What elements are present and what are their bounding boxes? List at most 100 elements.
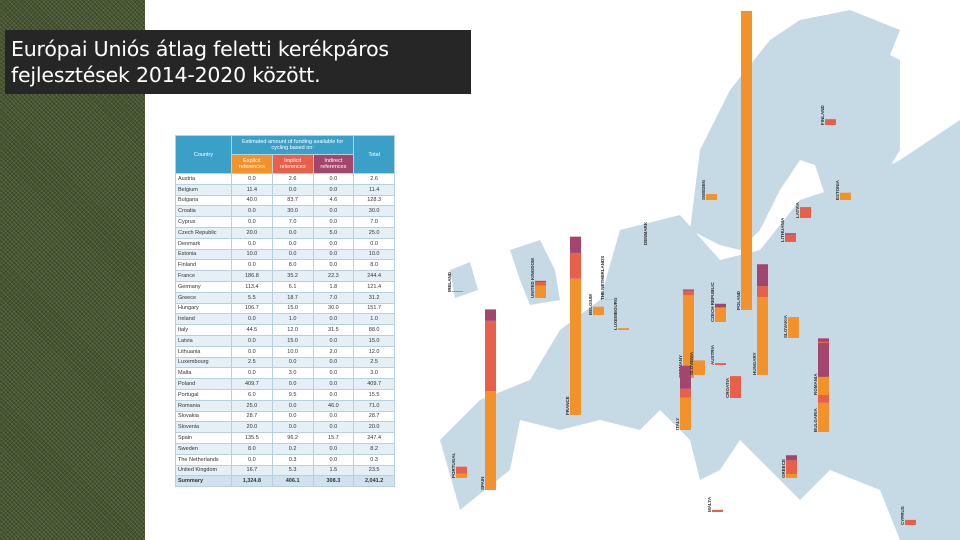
bar-segment — [683, 290, 694, 296]
cell-country: France — [175, 270, 232, 282]
cell-value: 0.0 — [231, 216, 273, 228]
cell-country: Italy — [175, 324, 232, 336]
cell-value: 6.0 — [231, 388, 273, 401]
map-label: POLAND — [736, 290, 741, 310]
table-row: Romania 25.0 0.0 46.0 71.0 — [175, 399, 395, 412]
cell-value: 409.7 — [231, 378, 273, 390]
table-row: The Netherlands 0.0 0.3 0.0 0.3 — [175, 453, 395, 466]
cell-value: 0.0 — [231, 453, 273, 466]
map-label: ITALY — [675, 418, 680, 430]
title: Európai Uniós átlag feletti kerékpáros f… — [5, 30, 471, 94]
cell-value: 5.3 — [271, 464, 314, 477]
bar-segment — [535, 280, 546, 282]
cell-value: 15.7 — [312, 432, 355, 444]
cell-value: 151.7 — [353, 302, 395, 315]
table-row: Lithuania 0.0 10.0 2.0 12.0 — [175, 345, 395, 358]
table-row: Portugal 6.0 9.5 0.0 15.5 — [175, 388, 395, 401]
map-label: BULGARIA — [813, 408, 818, 432]
cell-value: 2.6 — [271, 173, 314, 185]
map-label: SPAIN — [480, 477, 485, 490]
table-row: Denmark 0.0 0.0 0.0 0.0 — [175, 237, 395, 250]
cell-value: 0.0 — [231, 345, 273, 358]
cell-value: 8.0 — [231, 442, 273, 455]
cell-value: 20.0 — [231, 421, 273, 434]
cell-value: 28.7 — [353, 410, 395, 423]
bar-segment — [715, 303, 726, 308]
bar-segment — [905, 519, 916, 525]
bar-segment — [818, 402, 829, 432]
cell-value: 0.0 — [271, 356, 314, 369]
cell-value: 22.3 — [312, 270, 355, 282]
cell-value: 0.0 — [353, 237, 395, 250]
table-row: Bulgaria 40.0 83.7 4.6 128.3 — [175, 194, 395, 207]
cell-country: Slovenia — [175, 421, 232, 434]
cell-value: 11.4 — [231, 183, 273, 196]
cell-value: 25.0 — [353, 226, 395, 239]
cell-value: 1,324.8 — [231, 475, 273, 488]
cell-value: 9.5 — [271, 388, 314, 401]
bar-segment — [456, 473, 467, 478]
cell-value: 0.2 — [271, 442, 314, 455]
cell-value: 2,041.2 — [353, 475, 395, 488]
bar-segment — [694, 360, 705, 375]
funding-table: Country Estimated amount of funding avai… — [175, 135, 395, 488]
cell-country: Latvia — [175, 334, 232, 347]
cell-value: 46.0 — [312, 399, 355, 412]
cell-value: 113.4 — [231, 280, 273, 293]
bar-segment — [712, 509, 723, 512]
cell-country: Germany — [175, 280, 232, 293]
bar-segment — [818, 343, 829, 377]
cell-value: 0.0 — [271, 226, 314, 239]
table-row: Finland 0.0 8.0 0.0 8.0 — [175, 259, 395, 272]
bar-segment — [786, 460, 797, 474]
map-label: FINLAND — [820, 105, 825, 125]
cell-value: 28.7 — [231, 410, 273, 423]
bar-segment — [680, 365, 691, 389]
cell-value: 15.0 — [271, 334, 314, 347]
cell-country: Czech Republic — [175, 226, 232, 239]
map-label: MALTA — [707, 496, 712, 512]
cell-value: 30.0 — [353, 205, 395, 218]
map-label: FRANCE — [565, 396, 570, 415]
cell-value: 2.5 — [231, 356, 273, 369]
cell-value: 96.2 — [271, 432, 314, 444]
bar-segment — [535, 281, 546, 286]
bar-segment — [570, 236, 581, 253]
cell-value: 5.5 — [231, 291, 273, 304]
cell-value: 0.0 — [271, 248, 314, 261]
table-row: Czech Republic 20.0 0.0 5.0 25.0 — [175, 226, 395, 239]
cell-value: 0.0 — [231, 259, 273, 272]
cell-country: United Kingdom — [175, 464, 232, 477]
cell-value: 0.3 — [271, 453, 314, 466]
bar-segment — [680, 397, 691, 430]
table-row: Ireland 0.0 1.0 0.0 1.0 — [175, 313, 395, 326]
cell-value: 31.2 — [353, 291, 395, 304]
cell-value: 0.3 — [353, 453, 395, 466]
cell-value: 0.0 — [271, 237, 314, 250]
cell-value: 7.0 — [271, 216, 314, 228]
bar-segment — [715, 307, 726, 322]
cell-country: Denmark — [175, 237, 232, 250]
cell-country: Malta — [175, 367, 232, 380]
cell-country: Slovakia — [175, 410, 232, 423]
cell-value: 35.2 — [271, 270, 314, 282]
cell-country: Belgium — [175, 183, 232, 196]
summary-row: Summary 1,324.8 406.1 308.3 2,041.2 — [175, 475, 395, 488]
table-row: Spain 135.5 96.2 15.7 247.4 — [175, 432, 395, 444]
bar-segment — [485, 309, 496, 321]
bar-segment — [741, 10, 752, 310]
cell-value: 31.5 — [312, 324, 355, 336]
bar-segment — [818, 338, 829, 342]
bar-segment — [452, 291, 463, 292]
cell-value: 0.0 — [312, 453, 355, 466]
bar-segment — [818, 376, 829, 395]
map-label: LUXEMBOURG — [613, 297, 618, 330]
table-row: Greece 5.5 18.7 7.0 31.2 — [175, 291, 395, 304]
cell-value: 0.0 — [312, 356, 355, 369]
cell-value: 0.0 — [271, 183, 314, 196]
cell-value: 15.5 — [353, 388, 395, 401]
cell-value: 2.0 — [312, 345, 355, 358]
cell-value: 0.0 — [312, 378, 355, 390]
bar-segment — [683, 289, 694, 291]
bar-segment — [757, 286, 768, 298]
